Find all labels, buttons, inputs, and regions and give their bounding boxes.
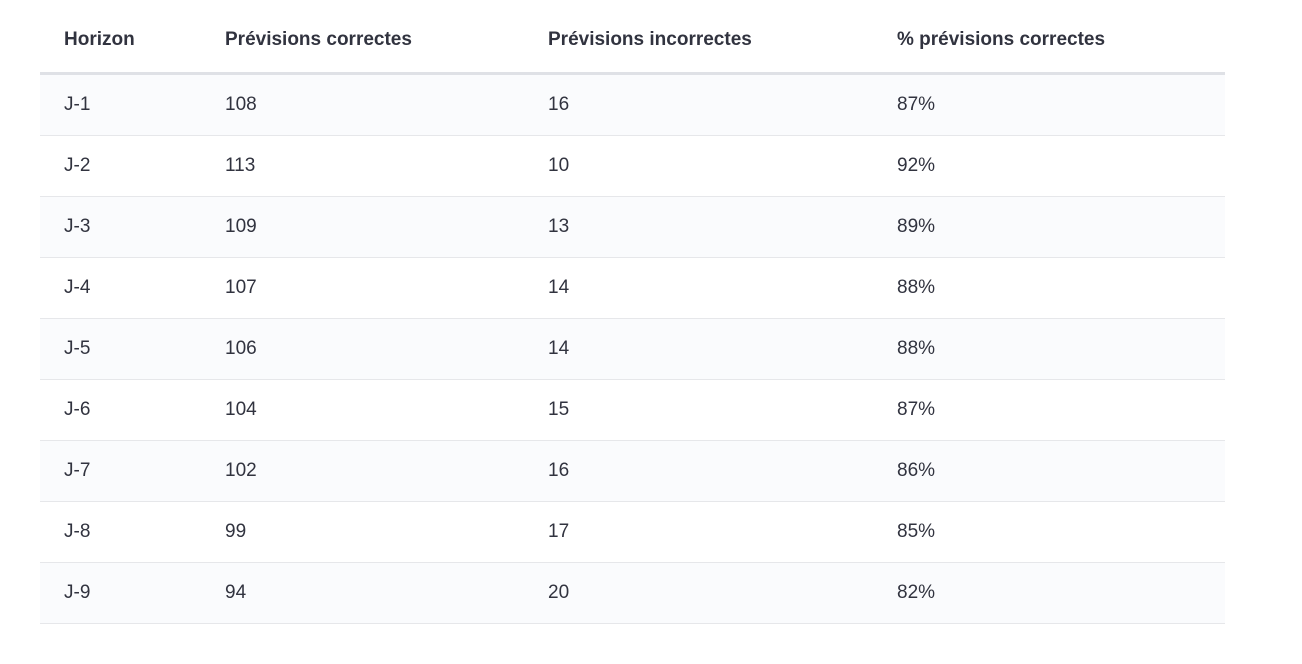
- cell-pct-previsions-correctes: 92%: [873, 135, 1225, 197]
- cell-previsions-incorrectes: 17: [524, 501, 873, 563]
- cell-previsions-incorrectes: 13: [524, 196, 873, 258]
- cell-horizon: J-6: [40, 379, 201, 441]
- table-row: J-9 94 20 82%: [40, 562, 1225, 624]
- cell-pct-previsions-correctes: 86%: [873, 440, 1225, 502]
- cell-previsions-correctes: 108: [201, 73, 524, 136]
- table-body: J-1 108 16 87% J-2 113 10 92% J-3 109 13…: [40, 73, 1225, 624]
- cell-previsions-incorrectes: 14: [524, 257, 873, 319]
- cell-previsions-correctes: 109: [201, 196, 524, 258]
- cell-horizon: J-2: [40, 135, 201, 197]
- cell-previsions-incorrectes: 10: [524, 135, 873, 197]
- table-row: J-3 109 13 89%: [40, 196, 1225, 258]
- table-row: J-6 104 15 87%: [40, 379, 1225, 441]
- table-header: Horizon Prévisions correctes Prévisions …: [40, 0, 1225, 75]
- cell-previsions-correctes: 102: [201, 440, 524, 502]
- cell-pct-previsions-correctes: 85%: [873, 501, 1225, 563]
- cell-previsions-incorrectes: 16: [524, 73, 873, 136]
- column-header-pct-previsions-correctes: % prévisions correctes: [873, 0, 1225, 75]
- cell-previsions-incorrectes: 16: [524, 440, 873, 502]
- cell-horizon: J-4: [40, 257, 201, 319]
- table-row: J-1 108 16 87%: [40, 73, 1225, 136]
- cell-horizon: J-3: [40, 196, 201, 258]
- column-header-previsions-correctes: Prévisions correctes: [201, 0, 524, 75]
- column-header-previsions-incorrectes: Prévisions incorrectes: [524, 0, 873, 75]
- cell-horizon: J-7: [40, 440, 201, 502]
- cell-horizon: J-9: [40, 562, 201, 624]
- cell-previsions-correctes: 94: [201, 562, 524, 624]
- cell-previsions-correctes: 106: [201, 318, 524, 380]
- cell-pct-previsions-correctes: 87%: [873, 379, 1225, 441]
- column-header-horizon: Horizon: [40, 0, 201, 75]
- cell-previsions-correctes: 104: [201, 379, 524, 441]
- cell-previsions-incorrectes: 15: [524, 379, 873, 441]
- forecast-accuracy-table: Horizon Prévisions correctes Prévisions …: [40, 0, 1225, 624]
- forecast-accuracy-table-container: Horizon Prévisions correctes Prévisions …: [40, 0, 1225, 624]
- cell-horizon: J-1: [40, 73, 201, 136]
- table-row: J-8 99 17 85%: [40, 501, 1225, 563]
- header-row: Horizon Prévisions correctes Prévisions …: [40, 0, 1225, 75]
- table-row: J-4 107 14 88%: [40, 257, 1225, 319]
- cell-previsions-incorrectes: 20: [524, 562, 873, 624]
- cell-pct-previsions-correctes: 89%: [873, 196, 1225, 258]
- cell-previsions-incorrectes: 14: [524, 318, 873, 380]
- cell-pct-previsions-correctes: 82%: [873, 562, 1225, 624]
- table-row: J-2 113 10 92%: [40, 135, 1225, 197]
- cell-pct-previsions-correctes: 88%: [873, 318, 1225, 380]
- cell-horizon: J-8: [40, 501, 201, 563]
- cell-previsions-correctes: 107: [201, 257, 524, 319]
- cell-previsions-correctes: 113: [201, 135, 524, 197]
- table-row: J-5 106 14 88%: [40, 318, 1225, 380]
- cell-pct-previsions-correctes: 87%: [873, 73, 1225, 136]
- cell-horizon: J-5: [40, 318, 201, 380]
- cell-previsions-correctes: 99: [201, 501, 524, 563]
- table-row: J-7 102 16 86%: [40, 440, 1225, 502]
- cell-pct-previsions-correctes: 88%: [873, 257, 1225, 319]
